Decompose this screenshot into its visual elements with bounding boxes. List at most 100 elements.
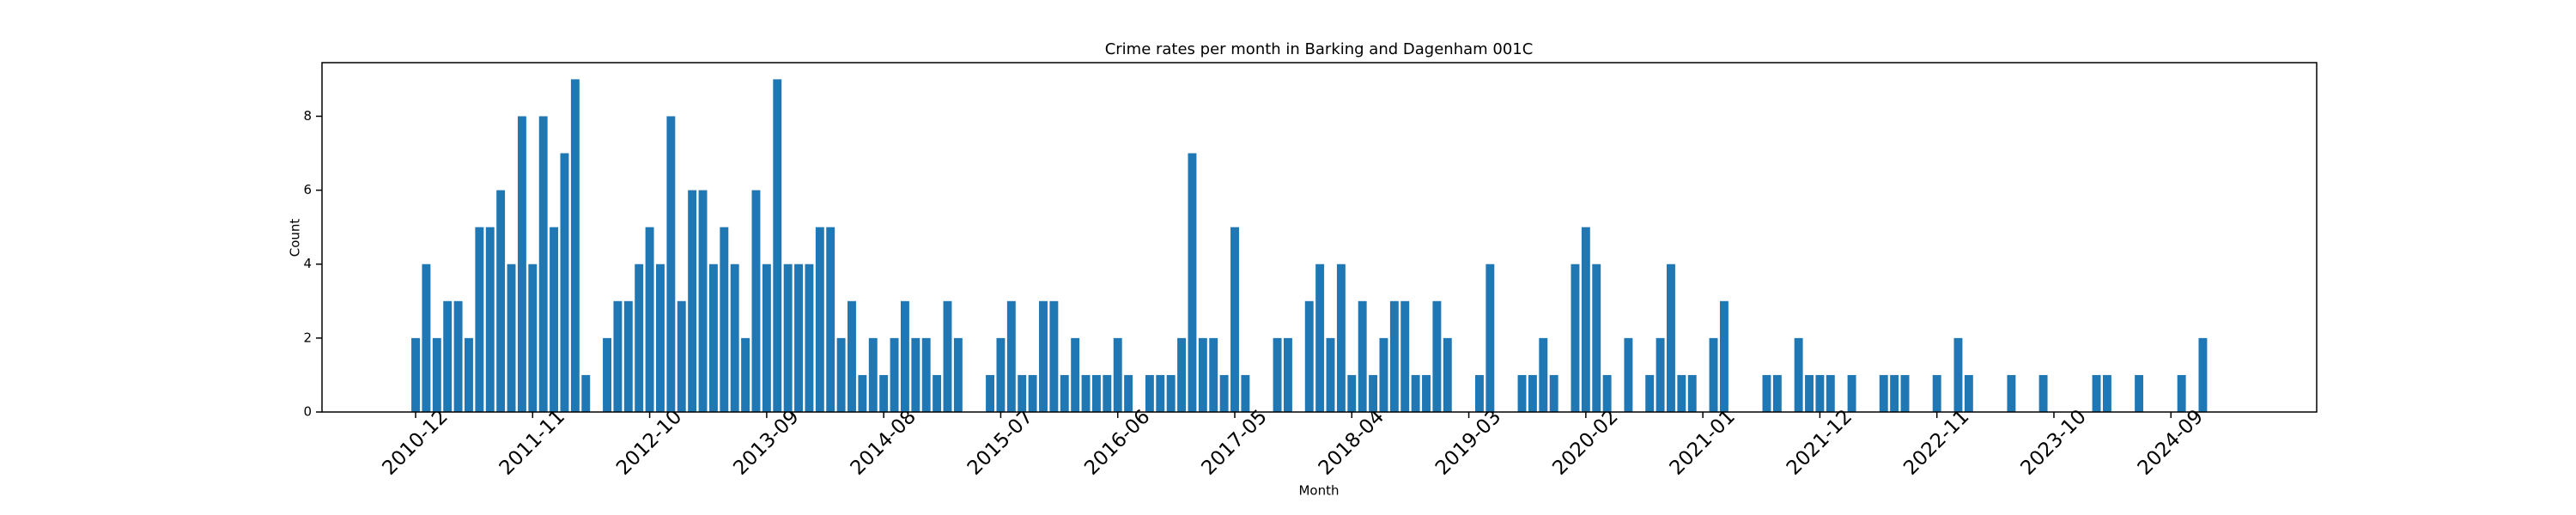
bar	[1432, 300, 1442, 412]
bar	[708, 264, 718, 412]
bar	[1028, 374, 1037, 412]
bar	[485, 227, 495, 412]
bar	[688, 190, 697, 413]
plot-frame	[321, 62, 2318, 413]
bar	[1539, 337, 1548, 412]
bar	[1624, 337, 1633, 412]
bar	[1656, 337, 1665, 412]
bar	[475, 227, 484, 412]
bar	[1091, 374, 1101, 412]
bar	[1336, 264, 1346, 412]
bar	[783, 264, 793, 412]
bar	[1071, 337, 1080, 412]
bar	[613, 300, 623, 412]
bar	[1039, 300, 1048, 412]
bar	[1667, 264, 1675, 412]
bar	[1124, 374, 1133, 412]
bar	[1719, 300, 1728, 412]
bar	[443, 300, 453, 412]
bar	[836, 337, 846, 412]
bar	[1592, 264, 1601, 412]
bar	[996, 337, 1005, 412]
bar	[879, 374, 889, 412]
bar	[1953, 337, 1963, 412]
bar	[560, 153, 569, 412]
y-tick-label: 8	[303, 108, 312, 124]
bar	[411, 337, 420, 412]
bar	[848, 300, 856, 412]
bar	[815, 227, 824, 412]
bar	[517, 116, 526, 412]
bar	[496, 190, 506, 413]
bar	[1826, 374, 1835, 412]
bar	[1517, 374, 1527, 412]
bar	[1347, 374, 1357, 412]
bar	[507, 264, 516, 412]
bar	[1890, 374, 1899, 412]
bar	[1602, 374, 1612, 412]
chart-title: Crime rates per month in Barking and Dag…	[1105, 40, 1534, 58]
bar	[2102, 374, 2111, 412]
bar	[1443, 337, 1452, 412]
y-axis-label: Count	[288, 219, 303, 258]
bar	[1485, 264, 1495, 412]
bar	[911, 337, 920, 412]
bar	[1762, 374, 1771, 412]
bar	[1772, 374, 1782, 412]
bar	[1209, 337, 1218, 412]
bar	[868, 337, 878, 412]
bar	[422, 264, 431, 412]
bar	[453, 300, 463, 412]
bar	[741, 337, 750, 412]
bar	[1326, 337, 1335, 412]
bar	[1198, 337, 1207, 412]
bar	[550, 227, 559, 412]
bar	[1177, 337, 1187, 412]
bar	[805, 264, 814, 412]
x-axis-label: Month	[1298, 483, 1339, 499]
bar	[1049, 300, 1059, 412]
bar	[538, 116, 548, 412]
bar	[953, 337, 963, 412]
bar	[1581, 227, 1590, 412]
bar	[1900, 374, 1910, 412]
bar	[1304, 300, 1314, 412]
bar	[773, 79, 782, 412]
bar	[635, 264, 644, 412]
bar	[1219, 374, 1229, 412]
bar	[2092, 374, 2101, 412]
bar	[645, 227, 654, 412]
bar	[1528, 374, 1537, 412]
bar	[1847, 374, 1856, 412]
y-tick-label: 4	[303, 256, 312, 271]
bar	[1794, 337, 1803, 412]
bar	[794, 264, 803, 412]
bar	[1006, 300, 1016, 412]
bar	[528, 264, 538, 412]
bar	[1815, 374, 1825, 412]
bar	[1103, 374, 1112, 412]
bar	[900, 300, 909, 412]
bar	[943, 300, 952, 412]
bar	[2007, 374, 2016, 412]
bar	[1145, 374, 1154, 412]
bar	[1379, 337, 1388, 412]
y-tick-label: 2	[303, 330, 312, 345]
bar	[570, 79, 580, 412]
bar	[1283, 337, 1292, 412]
bar	[1018, 374, 1027, 412]
bar	[1645, 374, 1655, 412]
bar	[1060, 374, 1069, 412]
bar	[986, 374, 995, 412]
bar	[1273, 337, 1282, 412]
bar	[826, 227, 835, 412]
bar	[1932, 374, 1941, 412]
bar	[2135, 374, 2144, 412]
bar	[1879, 374, 1888, 412]
bar	[432, 337, 441, 412]
bar	[858, 374, 867, 412]
bar	[933, 374, 942, 412]
bar	[666, 116, 676, 412]
bar	[1188, 153, 1197, 412]
bar	[1687, 374, 1697, 412]
